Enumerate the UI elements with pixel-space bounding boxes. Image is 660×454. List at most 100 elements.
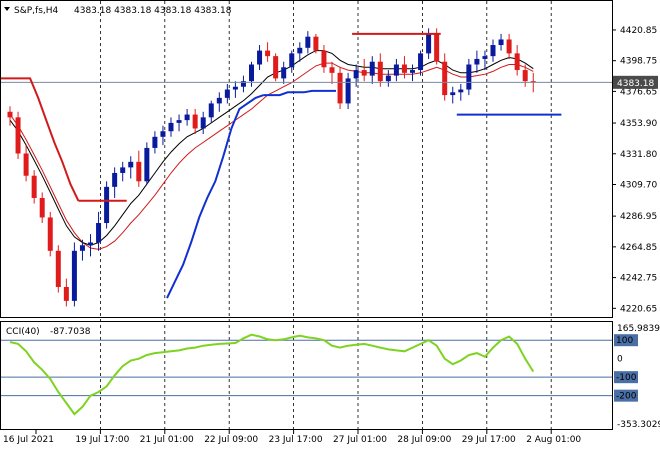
- bull-candle-body: [345, 78, 351, 104]
- time-tick-label: 22 Jul 09:00: [204, 435, 258, 445]
- bull-candle-body: [249, 64, 254, 82]
- cci-layer: [1, 333, 612, 416]
- bull-candle-body: [369, 61, 375, 76]
- bear-candle-body: [434, 33, 440, 62]
- cci-tick-label: -353.3029: [617, 420, 660, 430]
- price-tick-label: 4220.65: [620, 304, 657, 314]
- bear-candle-body: [273, 56, 279, 79]
- bull-candle-body: [128, 161, 134, 168]
- cci-axis: 165.9839 100 0 -100 -200 -353.3029: [614, 324, 660, 430]
- bear-candle-body: [377, 61, 383, 82]
- bull-candle-body: [490, 45, 496, 57]
- cci-tick-label: 165.9839: [617, 324, 660, 334]
- bull-candle-body: [168, 122, 174, 132]
- bull-candle-body: [200, 117, 206, 129]
- bear-candle-body: [337, 72, 343, 104]
- current-price-tag: 4383.18: [613, 75, 658, 89]
- time-tick-label: 21 Jul 01:00: [140, 435, 194, 445]
- time-tick-label: 2 Aug 01:00: [526, 435, 581, 445]
- bull-candle-body: [482, 56, 488, 59]
- bear-candle-body: [39, 197, 45, 218]
- cci-tick-label: -100: [616, 373, 637, 383]
- bear-candle-body: [265, 50, 271, 57]
- bull-candle-body: [232, 86, 238, 90]
- bear-candle-body: [401, 64, 407, 73]
- bear-candle-body: [63, 286, 69, 301]
- price-tick-label: 4398.75: [620, 57, 657, 67]
- time-tick-label: 27 Jul 01:00: [333, 435, 387, 445]
- bull-candle-body: [184, 114, 190, 121]
- bull-candle-body: [297, 47, 303, 54]
- bull-candle-body: [385, 75, 391, 82]
- bear-candle-body: [313, 36, 319, 51]
- price-tick-label: 4309.70: [620, 180, 657, 190]
- support-line: [166, 94, 264, 299]
- chevron-down-icon[interactable]: [4, 7, 10, 11]
- cci-level-tag-background: [614, 371, 638, 384]
- bull-candle-body: [458, 89, 464, 93]
- bear-candle-body: [23, 153, 29, 176]
- cci-line: [9, 333, 535, 416]
- bull-candle-body: [418, 53, 424, 71]
- time-tick-label: 16 Jul 2021: [3, 435, 54, 445]
- bear-candle-body: [31, 175, 37, 198]
- symbol-label: S&P,fs,H4: [14, 6, 59, 16]
- bull-candle-body: [426, 33, 432, 54]
- bull-candle-body: [305, 36, 311, 48]
- price-tick-label: 4376.65: [620, 87, 657, 97]
- cci-level-tag-background: [614, 334, 638, 347]
- cci-tick-label: -200: [616, 392, 637, 402]
- price-tick-label: 4420.85: [620, 26, 657, 36]
- bear-candle-body: [7, 111, 13, 118]
- bear-candle-body: [192, 114, 198, 129]
- bear-candle-body: [47, 217, 53, 251]
- chart-header: S&P,fs,H4 4383.18 4383.18 4383.18 4383.1…: [4, 6, 232, 16]
- price-axis: 4420.85 4398.75 4376.65 4353.90 4331.80 4309.…: [612, 26, 657, 314]
- support-line: [263, 89, 336, 97]
- bear-candle-body: [136, 161, 142, 182]
- bull-candle-body: [160, 131, 166, 137]
- indicator-value: -87.7038: [50, 327, 91, 337]
- indicator-name: CCI(40): [6, 327, 40, 337]
- bear-candle-body: [522, 70, 528, 82]
- bull-candle-body: [257, 50, 263, 65]
- bull-candle-body: [144, 147, 150, 182]
- bull-candle-body: [152, 136, 158, 148]
- bull-candle-body: [498, 39, 504, 46]
- ohlc-label: 4383.18 4383.18 4383.18 4383.18: [74, 6, 232, 16]
- current-price-label: 4383.18: [617, 79, 654, 89]
- bull-candle-body: [410, 70, 415, 73]
- time-tick-label: 29 Jul 17:00: [462, 435, 516, 445]
- bull-candle-body: [71, 250, 77, 301]
- support-resistance-layer: [1, 32, 612, 299]
- bear-candle-body: [55, 250, 61, 287]
- time-tick-label: 28 Jul 09:00: [397, 435, 451, 445]
- time-tick-label: 23 Jul 17:00: [269, 435, 323, 445]
- bull-candle-body: [104, 186, 110, 224]
- bull-candle-body: [96, 223, 102, 243]
- bear-candle-body: [514, 53, 520, 71]
- bull-candle-body: [224, 89, 230, 98]
- bull-candle-body: [281, 67, 287, 79]
- current-price-tag-background: [613, 75, 658, 89]
- bull-candle-body: [466, 64, 472, 90]
- bear-candle-body: [329, 67, 335, 73]
- cci-tick-label: 0: [617, 355, 623, 365]
- bull-candle-body: [120, 167, 126, 173]
- bear-candle-body: [361, 70, 367, 76]
- bear-candle-body: [321, 50, 327, 68]
- resistance-line: [1, 77, 80, 202]
- price-tick-label: 4331.80: [620, 150, 657, 160]
- bull-candle-body: [240, 81, 246, 87]
- bull-candle-body: [393, 64, 399, 76]
- bull-candle-body: [353, 70, 359, 79]
- bull-candle-body: [176, 120, 182, 123]
- bear-candle-body: [442, 61, 448, 96]
- bull-candle-body: [112, 172, 118, 187]
- bull-candle-body: [88, 242, 93, 246]
- bull-candle-body: [450, 92, 456, 96]
- bull-candle-body: [208, 103, 214, 118]
- price-tick-label: 4242.75: [620, 274, 657, 284]
